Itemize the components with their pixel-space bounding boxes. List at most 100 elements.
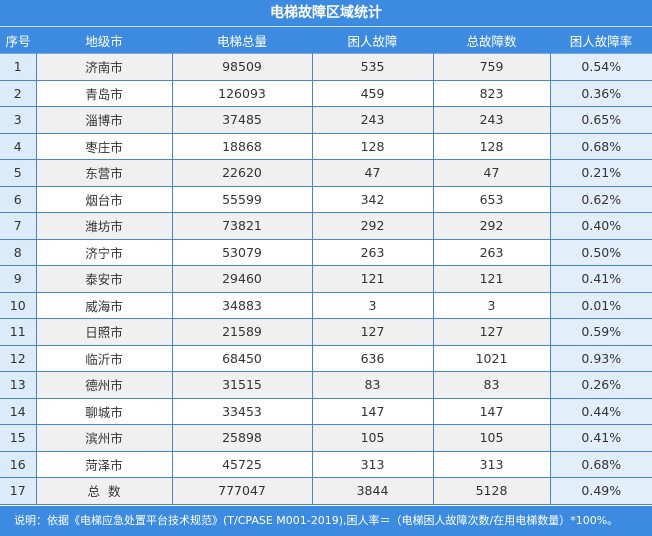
cell-city: 德州市 [35,371,173,399]
cell-trapped: 342 [311,185,434,213]
cell-rate: 0.49% [549,477,652,505]
table-row: 1 济南市 98509 535 759 0.54% [0,53,652,81]
cell-rate: 0.36% [549,79,652,107]
cell-total: 55599 [171,185,313,213]
table-row: 9 泰安市 29460 121 121 0.41% [0,265,652,293]
table-header-row: 序号 地级市 电梯总量 困人故障 总故障数 困人故障率 [0,27,652,54]
table-row: 3 淄博市 37485 243 243 0.65% [0,106,652,134]
header-seq: 序号 [0,27,36,54]
cell-rate: 0.41% [549,424,652,452]
table-title: 电梯故障区域统计 [0,0,652,27]
cell-seq: 13 [0,371,37,399]
cell-rate: 0.41% [549,265,652,293]
cell-faults: 653 [432,185,551,213]
cell-rate: 0.21% [549,159,652,187]
cell-trapped: 313 [311,450,434,478]
cell-seq: 15 [0,424,37,452]
cell-seq: 11 [0,318,37,346]
cell-total: 53079 [171,238,313,266]
cell-rate: 0.62% [549,185,652,213]
cell-seq: 8 [0,238,37,266]
cell-total: 126093 [171,79,313,107]
cell-rate: 0.68% [549,450,652,478]
cell-faults: 823 [432,79,551,107]
cell-faults: 147 [432,397,551,425]
cell-trapped: 292 [311,212,434,240]
cell-rate: 0.65% [549,106,652,134]
table-row: 5 东营市 22620 47 47 0.21% [0,159,652,187]
cell-city: 青岛市 [35,79,173,107]
cell-city: 潍坊市 [35,212,173,240]
cell-city: 日照市 [35,318,173,346]
cell-faults: 47 [432,159,551,187]
cell-city: 菏泽市 [35,450,173,478]
cell-faults: 759 [432,53,551,81]
cell-seq: 17 [0,477,37,505]
cell-trapped: 128 [311,132,434,160]
cell-trapped: 636 [311,344,434,372]
cell-faults: 292 [432,212,551,240]
cell-trapped: 47 [311,159,434,187]
header-city: 地级市 [36,27,172,54]
cell-city: 泰安市 [35,265,173,293]
cell-city: 枣庄市 [35,132,173,160]
table-row: 17 总 数 777047 3844 5128 0.49% [0,477,652,505]
cell-city: 东营市 [35,159,173,187]
cell-total: 45725 [171,450,313,478]
cell-total: 777047 [171,477,313,505]
cell-city: 总 数 [35,477,173,505]
cell-trapped: 263 [311,238,434,266]
header-total: 电梯总量 [172,27,312,54]
table-row: 12 临沂市 68450 636 1021 0.93% [0,344,652,372]
cell-city: 济宁市 [35,238,173,266]
cell-total: 98509 [171,53,313,81]
cell-trapped: 535 [311,53,434,81]
cell-faults: 128 [432,132,551,160]
cell-total: 18868 [171,132,313,160]
cell-total: 73821 [171,212,313,240]
cell-faults: 127 [432,318,551,346]
table-row: 4 枣庄市 18868 128 128 0.68% [0,132,652,160]
cell-total: 68450 [171,344,313,372]
table-row: 16 菏泽市 45725 313 313 0.68% [0,450,652,478]
cell-seq: 14 [0,397,37,425]
cell-faults: 5128 [432,477,551,505]
cell-total: 31515 [171,371,313,399]
cell-city: 烟台市 [35,185,173,213]
cell-city: 济南市 [35,53,173,81]
cell-rate: 0.59% [549,318,652,346]
table-row: 7 潍坊市 73821 292 292 0.40% [0,212,652,240]
cell-rate: 0.01% [549,291,652,319]
table-row: 8 济宁市 53079 263 263 0.50% [0,238,652,266]
cell-trapped: 3844 [311,477,434,505]
cell-total: 29460 [171,265,313,293]
table-row: 6 烟台市 55599 342 653 0.62% [0,185,652,213]
cell-faults: 105 [432,424,551,452]
cell-total: 21589 [171,318,313,346]
cell-seq: 7 [0,212,37,240]
cell-trapped: 83 [311,371,434,399]
cell-trapped: 105 [311,424,434,452]
cell-seq: 2 [0,79,37,107]
table-row: 2 青岛市 126093 459 823 0.36% [0,79,652,107]
cell-total: 22620 [171,159,313,187]
cell-seq: 16 [0,450,37,478]
cell-total: 34883 [171,291,313,319]
cell-city: 临沂市 [35,344,173,372]
cell-faults: 263 [432,238,551,266]
cell-city: 威海市 [35,291,173,319]
cell-rate: 0.26% [549,371,652,399]
header-faults: 总故障数 [433,27,550,54]
cell-seq: 9 [0,265,37,293]
cell-seq: 3 [0,106,37,134]
elevator-fault-table: 序号 地级市 电梯总量 困人故障 总故障数 困人故障率 1 济南市 98509 535… [0,27,652,505]
cell-faults: 243 [432,106,551,134]
table-row: 13 德州市 31515 83 83 0.26% [0,371,652,399]
cell-seq: 10 [0,291,37,319]
cell-faults: 1021 [432,344,551,372]
cell-rate: 0.50% [549,238,652,266]
cell-rate: 0.44% [549,397,652,425]
cell-city: 聊城市 [35,397,173,425]
header-trapped: 困人故障 [312,27,433,54]
cell-trapped: 121 [311,265,434,293]
